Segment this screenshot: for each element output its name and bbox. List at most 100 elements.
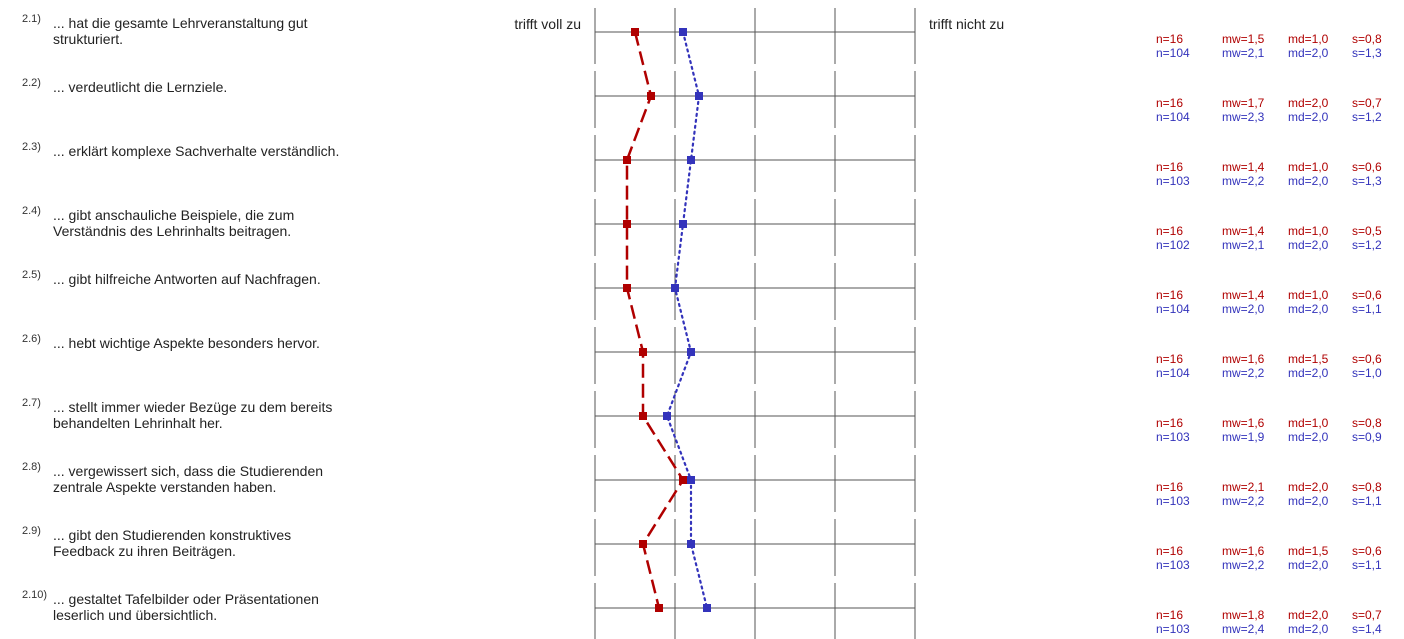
stat-series-b-s: s=1,4 [1352,622,1382,636]
stat-series-b-n: n=104 [1156,110,1190,124]
stat-series-b-n: n=103 [1156,174,1190,188]
stat-series-a-mw: mw=2,1 [1222,480,1265,494]
stat-series-b-s: s=1,3 [1352,174,1382,188]
item-number: 2.4) [22,205,41,217]
item-number: 2.8) [22,461,41,473]
stat-series-b-s: s=0,9 [1352,430,1382,444]
stat-series-a-mw: mw=1,6 [1222,416,1265,430]
stat-series-a-n: n=16 [1156,288,1183,302]
stat-series-a-mw: mw=1,4 [1222,224,1265,238]
stat-series-b-s: s=1,1 [1352,494,1382,508]
stat-series-a-md: md=1,0 [1288,32,1329,46]
series-b-point [695,92,703,100]
stat-series-b-n: n=104 [1156,366,1190,380]
stat-series-b-md: md=2,0 [1288,302,1329,316]
stat-series-a-s: s=0,7 [1352,608,1382,622]
stat-series-a-s: s=0,8 [1352,480,1382,494]
stat-series-b-md: md=2,0 [1288,366,1329,380]
stat-series-a-mw: mw=1,7 [1222,96,1265,110]
stat-series-b-mw: mw=2,0 [1222,302,1265,316]
chart-markers [623,28,711,612]
stat-series-a-n: n=16 [1156,160,1183,174]
stat-series-a-mw: mw=1,4 [1222,288,1265,302]
item-number: 2.7) [22,397,41,409]
stat-series-b-s: s=1,3 [1352,46,1382,60]
stat-series-a-md: md=1,5 [1288,352,1329,366]
stat-series-a-s: s=0,6 [1352,160,1382,174]
stat-series-b-n: n=102 [1156,238,1190,252]
series-b-point [671,284,679,292]
stat-series-a-mw: mw=1,8 [1222,608,1265,622]
stat-series-a-s: s=0,5 [1352,224,1382,238]
series-b-point [679,28,687,36]
series-a-point [655,604,663,612]
item-question-text: ... erklärt komplexe Sachverhalte verstä… [53,143,339,159]
series-b-point [703,604,711,612]
series-b-point [679,220,687,228]
chart-grid [594,8,916,639]
stat-series-b-n: n=103 [1156,430,1190,444]
stat-series-a-md: md=1,0 [1288,224,1329,238]
series-b-point [663,412,671,420]
item-question-text: ... hat die gesamte Lehrveranstaltung gu… [53,15,308,31]
stat-series-a-md: md=1,0 [1288,160,1329,174]
stat-series-a-n: n=16 [1156,224,1183,238]
series-a-point [623,156,631,164]
item-question-text: zentrale Aspekte verstanden haben. [53,479,276,495]
stat-series-b-n: n=103 [1156,558,1190,572]
stat-series-a-md: md=2,0 [1288,608,1329,622]
stat-series-b-mw: mw=2,3 [1222,110,1265,124]
stat-series-b-md: md=2,0 [1288,430,1329,444]
item-labels: 2.1) ... hat die gesamte Lehrveranstaltun… [22,13,339,623]
series-a-line [625,31,685,609]
item-question-text: leserlich und übersichtlich. [53,607,217,623]
stat-series-b-md: md=2,0 [1288,46,1329,60]
stat-series-b-mw: mw=1,9 [1222,430,1265,444]
item-number: 2.1) [22,13,41,25]
item-question-text: Feedback zu ihren Beiträgen. [53,543,236,559]
stat-series-a-mw: mw=1,6 [1222,352,1265,366]
stat-series-a-mw: mw=1,6 [1222,544,1265,558]
item-question-text: ... gestaltet Tafelbilder oder Präsentat… [53,591,319,607]
series-b-line [665,30,709,610]
stat-series-b-s: s=1,0 [1352,366,1382,380]
stat-series-b-mw: mw=2,4 [1222,622,1265,636]
stat-series-b-s: s=1,2 [1352,238,1382,252]
stat-series-b-mw: mw=2,1 [1222,238,1265,252]
series-b-point [687,540,695,548]
scale-right-label: trifft nicht zu [929,16,1004,32]
stat-series-b-mw: mw=2,2 [1222,558,1265,572]
stat-series-a-md: md=1,0 [1288,288,1329,302]
item-number: 2.6) [22,333,41,345]
stat-series-b-n: n=103 [1156,622,1190,636]
stat-series-a-n: n=16 [1156,352,1183,366]
stat-series-b-n: n=104 [1156,46,1190,60]
series-a-point [623,220,631,228]
item-question-text: ... gibt hilfreiche Antworten auf Nachfr… [53,271,321,287]
series-a-point [639,348,647,356]
item-number: 2.2) [22,77,41,89]
series-a-point [623,284,631,292]
stat-series-a-s: s=0,6 [1352,288,1382,302]
stat-series-a-s: s=0,6 [1352,352,1382,366]
stat-series-a-md: md=2,0 [1288,480,1329,494]
stat-series-b-md: md=2,0 [1288,110,1329,124]
item-number: 2.5) [22,269,41,281]
stat-series-b-s: s=1,1 [1352,302,1382,316]
series-b-point [687,348,695,356]
stat-series-a-n: n=16 [1156,96,1183,110]
stat-series-b-mw: mw=2,1 [1222,46,1265,60]
stat-series-a-md: md=1,0 [1288,416,1329,430]
stat-series-a-s: s=0,8 [1352,416,1382,430]
stat-series-a-n: n=16 [1156,544,1183,558]
stat-series-b-md: md=2,0 [1288,494,1329,508]
stat-series-b-mw: mw=2,2 [1222,494,1265,508]
stat-series-a-n: n=16 [1156,416,1183,430]
stat-series-b-n: n=104 [1156,302,1190,316]
stat-series-b-s: s=1,1 [1352,558,1382,572]
series-a-point [639,540,647,548]
stat-series-b-md: md=2,0 [1288,174,1329,188]
series-a-point [647,92,655,100]
stat-series-b-md: md=2,0 [1288,238,1329,252]
item-question-text: ... stellt immer wieder Bezüge zu dem be… [53,399,332,415]
